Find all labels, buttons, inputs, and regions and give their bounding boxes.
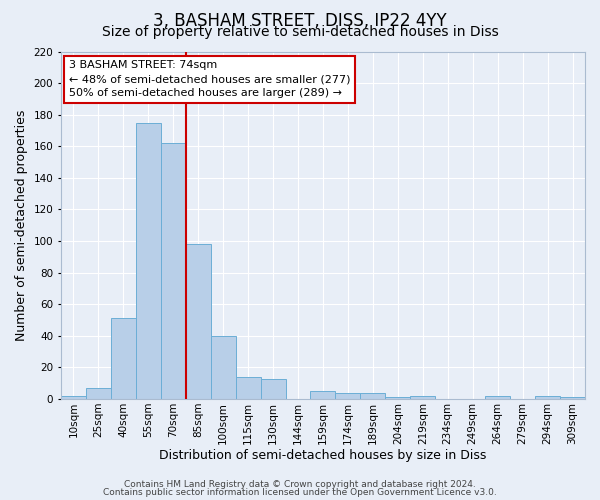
Bar	[111, 318, 136, 399]
Text: Contains public sector information licensed under the Open Government Licence v3: Contains public sector information licen…	[103, 488, 497, 497]
Bar	[410, 396, 435, 399]
Bar	[310, 391, 335, 399]
Bar	[485, 396, 510, 399]
Bar	[186, 244, 211, 399]
Bar	[61, 396, 86, 399]
Bar	[211, 336, 236, 399]
Bar	[136, 122, 161, 399]
Text: 3 BASHAM STREET: 74sqm
← 48% of semi-detached houses are smaller (277)
50% of se: 3 BASHAM STREET: 74sqm ← 48% of semi-det…	[69, 60, 350, 98]
Text: Size of property relative to semi-detached houses in Diss: Size of property relative to semi-detach…	[101, 25, 499, 39]
Y-axis label: Number of semi-detached properties: Number of semi-detached properties	[15, 110, 28, 341]
Bar	[535, 396, 560, 399]
Bar	[86, 388, 111, 399]
Text: Contains HM Land Registry data © Crown copyright and database right 2024.: Contains HM Land Registry data © Crown c…	[124, 480, 476, 489]
Bar	[236, 377, 260, 399]
Text: 3, BASHAM STREET, DISS, IP22 4YY: 3, BASHAM STREET, DISS, IP22 4YY	[153, 12, 447, 30]
Bar	[260, 378, 286, 399]
X-axis label: Distribution of semi-detached houses by size in Diss: Distribution of semi-detached houses by …	[159, 450, 487, 462]
Bar	[560, 398, 585, 399]
Bar	[335, 392, 361, 399]
Bar	[385, 398, 410, 399]
Bar	[161, 143, 186, 399]
Bar	[361, 392, 385, 399]
